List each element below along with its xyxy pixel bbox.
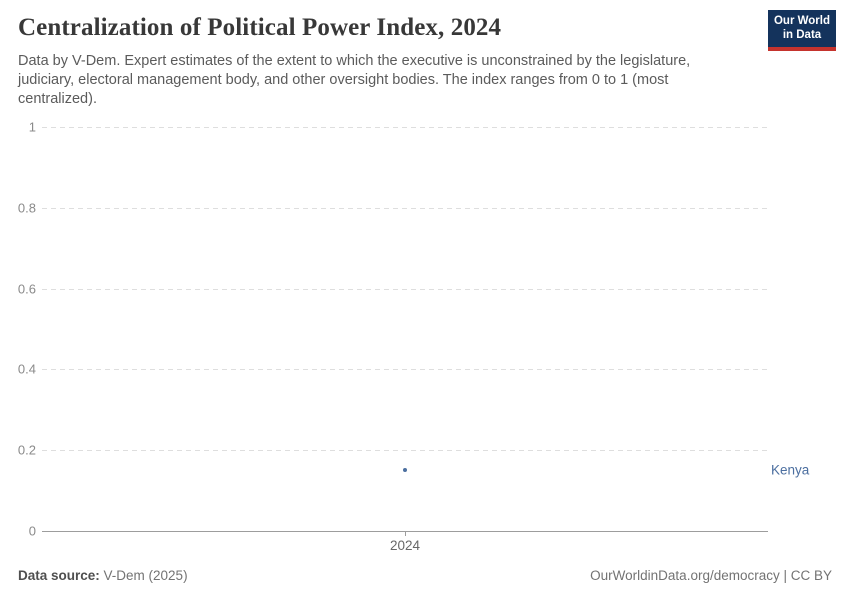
y-tick-label: 0.2 <box>17 442 36 458</box>
entity-label-kenya[interactable]: Kenya <box>771 462 810 478</box>
data-source: Data source: V-Dem (2025) <box>18 568 188 583</box>
gridline <box>42 369 768 371</box>
data-point-kenya[interactable] <box>403 468 407 473</box>
x-tick-label: 2024 <box>389 538 421 553</box>
footer-credit-link[interactable]: OurWorldinData.org/democracy | CC BY <box>590 568 832 583</box>
data-source-label: Data source: <box>18 568 100 583</box>
y-tick-label: 0.8 <box>17 200 36 216</box>
owid-logo-line2: in Data <box>782 28 822 41</box>
y-tick-label: 0.4 <box>17 361 36 377</box>
owid-logo[interactable]: Our World in Data <box>768 10 836 51</box>
owid-logo-line1: Our World <box>773 15 830 27</box>
y-tick-label: 0 <box>28 523 36 539</box>
chart-footer: Data source: V-Dem (2025) OurWorldinData… <box>18 568 832 583</box>
gridline <box>42 207 768 209</box>
gridline <box>42 450 768 452</box>
gridline <box>42 127 768 128</box>
y-tick-label: 1 <box>28 119 36 135</box>
gridline <box>42 288 768 290</box>
y-tick-label: 0.6 <box>17 281 36 297</box>
x-tick <box>405 531 406 536</box>
data-source-value: V-Dem (2025) <box>99 568 188 583</box>
chart-title: Centralization of Political Power Index,… <box>18 14 502 41</box>
chart-subtitle: Data by V-Dem. Expert estimates of the e… <box>18 53 691 107</box>
